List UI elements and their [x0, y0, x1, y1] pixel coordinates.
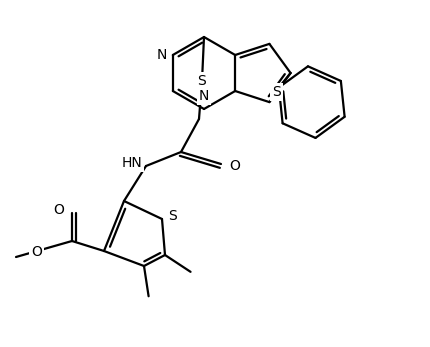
Text: O: O	[228, 159, 240, 173]
Text: O: O	[53, 203, 64, 217]
Text: S: S	[168, 209, 176, 223]
Text: HN: HN	[121, 156, 141, 170]
Text: N: N	[156, 48, 166, 62]
Text: N: N	[198, 89, 209, 103]
Text: O: O	[31, 245, 42, 259]
Text: S: S	[272, 85, 280, 99]
Text: S: S	[197, 74, 206, 88]
